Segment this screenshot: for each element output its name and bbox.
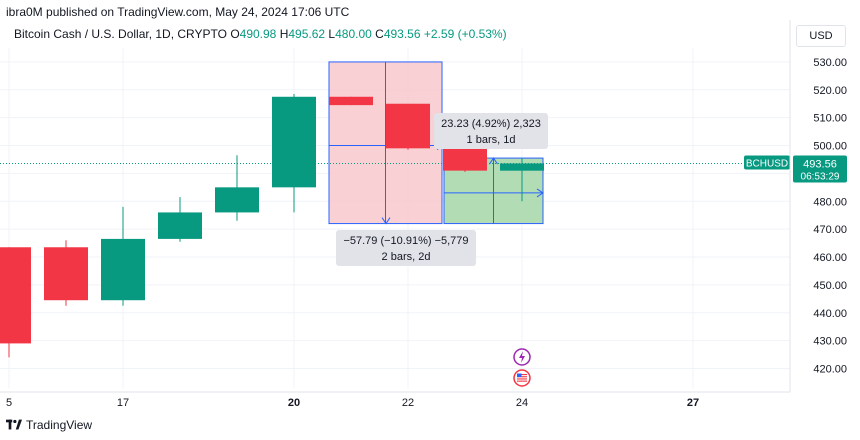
currency-button[interactable]: USD xyxy=(796,25,846,47)
ticker-badge-text: BCHUSD xyxy=(746,158,788,169)
lightning-icon xyxy=(513,348,531,366)
measure-label-bars: 1 bars, 1d xyxy=(467,134,516,146)
price-badge-text: 493.56 xyxy=(803,158,837,170)
candle-down xyxy=(386,103,430,149)
measure-label-bars: 2 bars, 2d xyxy=(382,251,431,263)
candle-down xyxy=(443,148,487,171)
measure-label-value: 23.23 (4.92%) 2,323 xyxy=(441,118,541,130)
x-tick-label: 17 xyxy=(117,397,129,409)
footer-branding: TradingView xyxy=(6,418,92,432)
high-value: 495.62 xyxy=(288,27,326,41)
low-value: 480.00 xyxy=(335,27,372,41)
price-badge xyxy=(793,155,847,183)
publisher-line: ibra0M published on TradingView.com, May… xyxy=(6,5,350,19)
price-change: +2.59 (+0.53%) xyxy=(423,27,507,41)
countdown-badge-text: 06:53:29 xyxy=(801,171,840,182)
y-tick-label: 440.00 xyxy=(813,308,847,320)
x-tick-label: 24 xyxy=(516,397,528,409)
y-tick-label: 520.00 xyxy=(813,85,847,97)
measure-up-arrow xyxy=(489,157,498,165)
y-tick-label: 470.00 xyxy=(813,224,847,236)
y-tick-label: 420.00 xyxy=(813,363,847,375)
y-tick-label: 530.00 xyxy=(813,57,847,69)
candle-up xyxy=(101,238,145,301)
high-label: H xyxy=(279,27,289,41)
y-tick-label: 430.00 xyxy=(813,336,847,348)
low-label: L xyxy=(328,27,336,41)
measure-label-value: −57.79 (−10.91%) −5,779 xyxy=(343,235,468,247)
y-tick-label: 450.00 xyxy=(813,280,847,292)
y-tick-label: 460.00 xyxy=(813,252,847,264)
measure-down-arrow xyxy=(381,217,391,225)
candle-up xyxy=(272,96,316,188)
measure-label-box xyxy=(434,113,548,149)
measure-label-box xyxy=(336,230,476,266)
close-label: C xyxy=(375,27,384,41)
tradingview-logo-icon xyxy=(6,419,22,430)
close-value: 493.56 xyxy=(383,27,421,41)
candle-up xyxy=(500,163,544,171)
symbol-description[interactable]: Bitcoin Cash / U.S. Dollar, 1D, CRYPTO xyxy=(14,27,227,41)
candle-up xyxy=(158,212,202,239)
measure-right-arrow xyxy=(536,188,544,198)
y-tick-label: 500.00 xyxy=(813,141,847,153)
ticker-badge xyxy=(744,155,790,170)
y-tick-label: 480.00 xyxy=(813,196,847,208)
footer-brand-text: TradingView xyxy=(26,418,93,432)
x-tick-label: 27 xyxy=(687,397,699,409)
open-label: O xyxy=(230,27,240,41)
open-value: 490.98 xyxy=(239,27,277,41)
x-tick-label: 20 xyxy=(288,397,300,409)
candle-down xyxy=(44,247,88,301)
x-tick-label: 22 xyxy=(402,397,414,409)
y-tick-label: 510.00 xyxy=(813,113,847,125)
x-tick-label: 5 xyxy=(6,397,12,409)
us-flag-icon xyxy=(513,369,531,387)
candle-down xyxy=(0,247,31,344)
ohlc-legend: Bitcoin Cash / U.S. Dollar, 1D, CRYPTO O… xyxy=(14,27,507,41)
candle-up xyxy=(215,187,259,213)
candle-down xyxy=(329,96,373,106)
